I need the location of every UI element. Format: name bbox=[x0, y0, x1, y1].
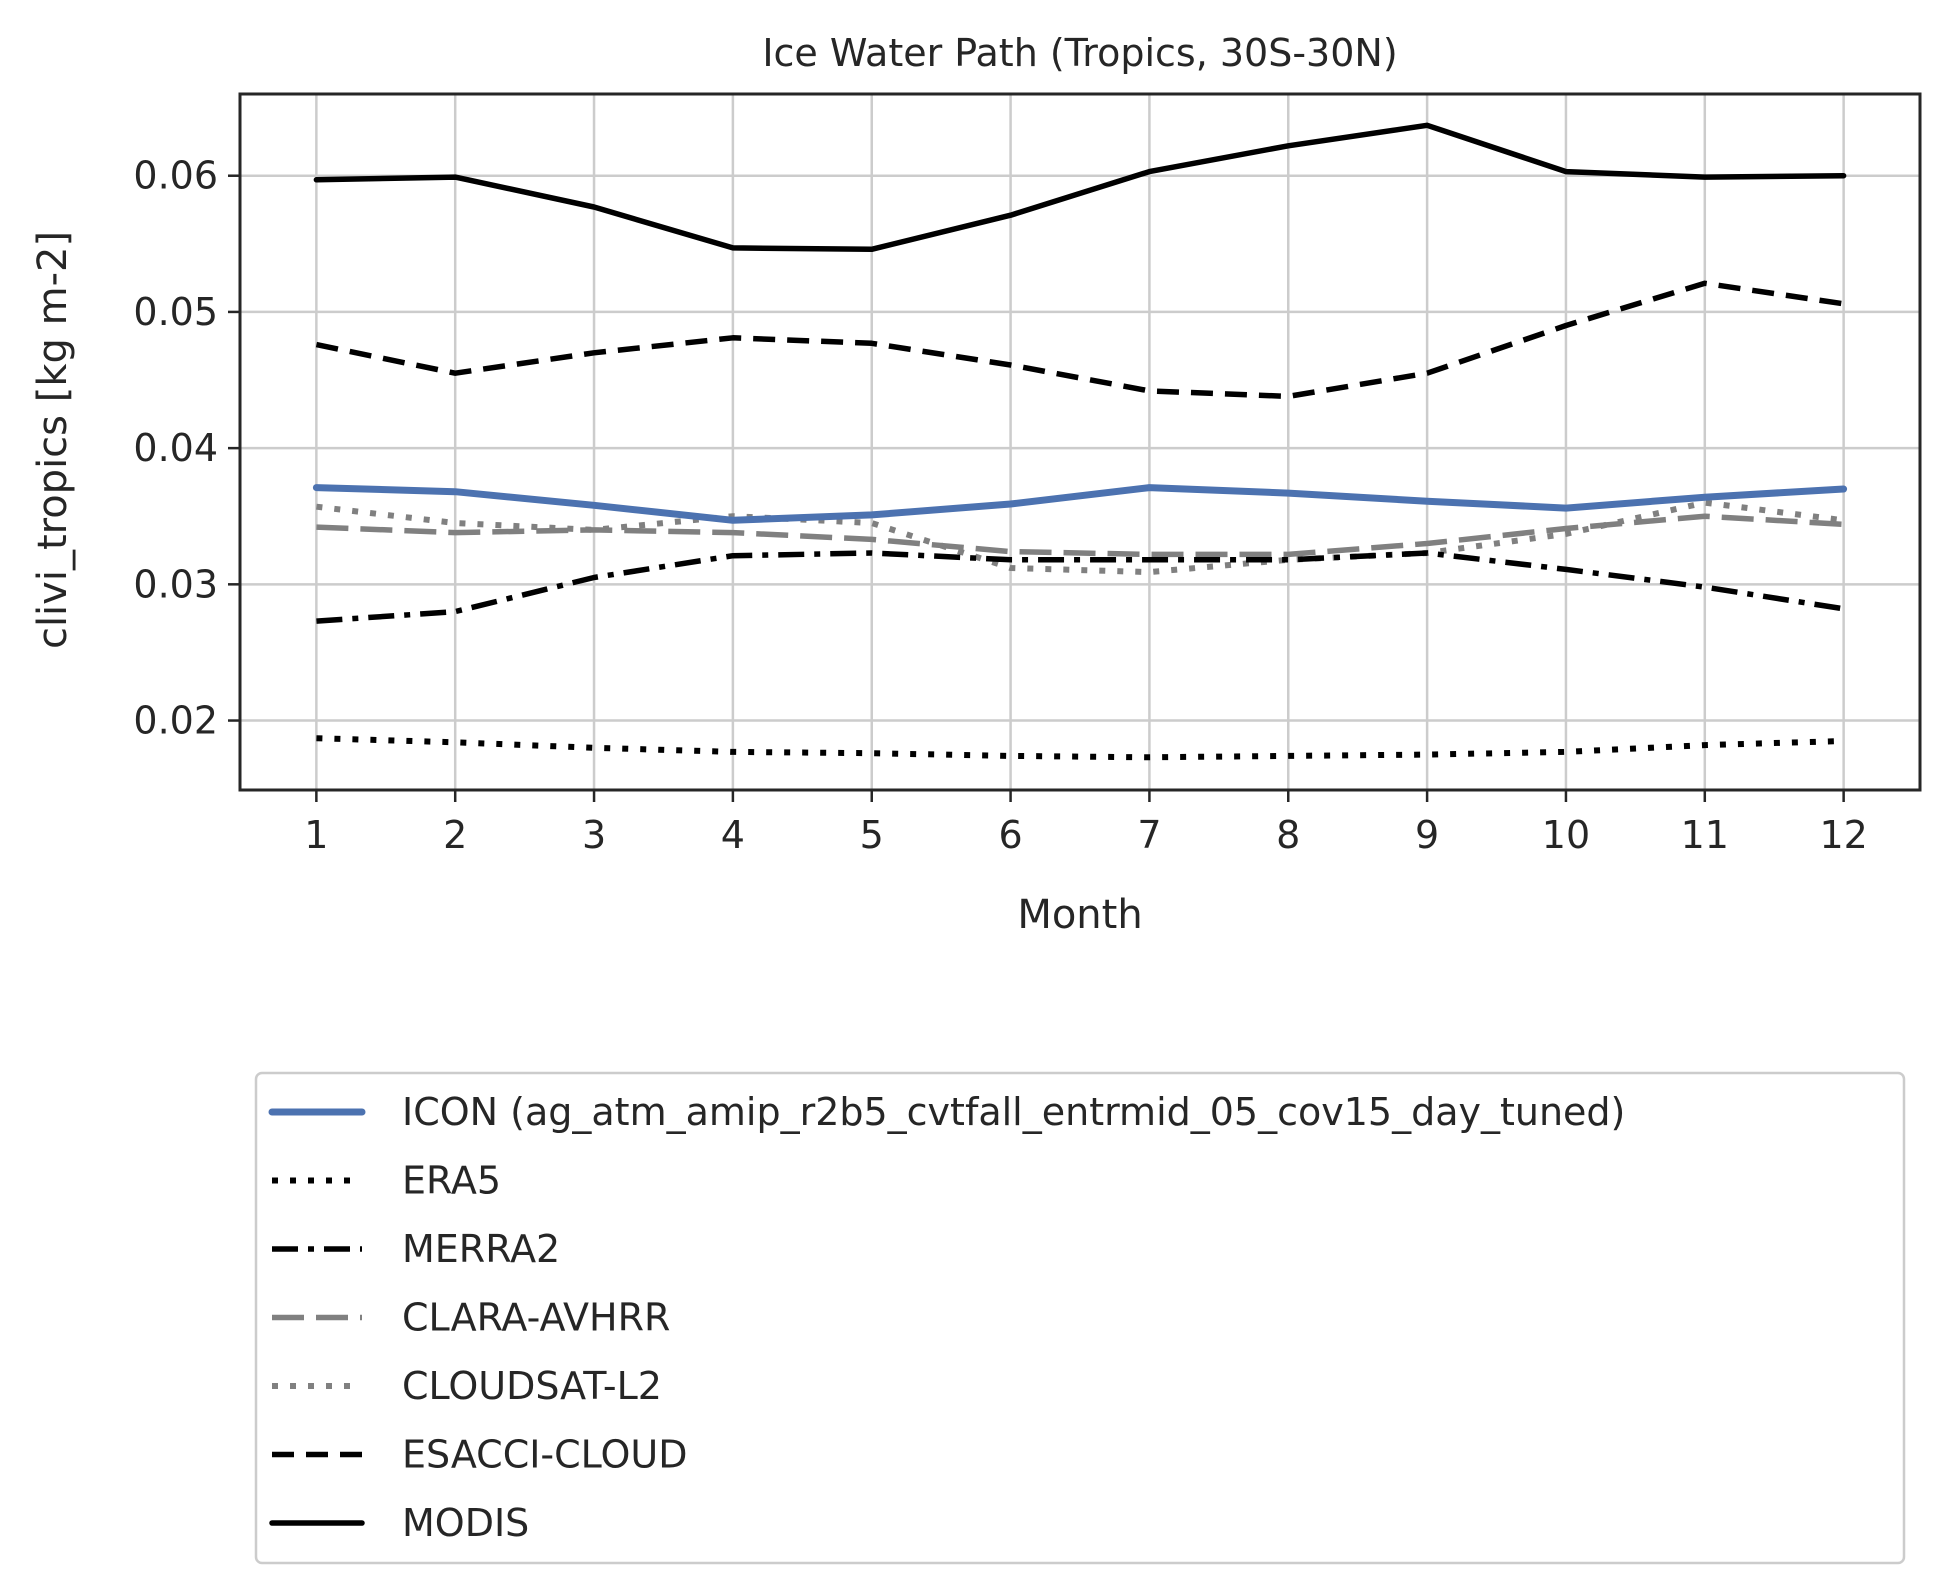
legend: ICON (ag_atm_amip_r2b5_cvtfall_entrmid_0… bbox=[254, 1071, 1906, 1565]
legend-label: CLARA-AVHRR bbox=[402, 1296, 670, 1340]
y-tick-label: 0.05 bbox=[133, 290, 218, 334]
x-axis-ticks: 1 2 3 4 5 6 7 8 9 10 11 12 bbox=[304, 790, 1868, 857]
x-tick-label: 4 bbox=[721, 813, 745, 857]
series-lines bbox=[312, 122, 1848, 761]
x-tick-label: 6 bbox=[998, 813, 1022, 857]
y-tick-label: 0.06 bbox=[133, 154, 218, 198]
chart-title: Ice Water Path (Tropics, 30S-30N) bbox=[762, 31, 1397, 75]
x-tick-label: 5 bbox=[860, 813, 884, 857]
series-line-esacci-cloud bbox=[315, 280, 1845, 400]
legend-label: MERRA2 bbox=[402, 1227, 560, 1271]
series-line-icon bbox=[312, 484, 1848, 524]
x-tick-label: 11 bbox=[1681, 813, 1729, 857]
legend-label: ERA5 bbox=[402, 1159, 501, 1203]
series-line-modis bbox=[313, 122, 1847, 253]
x-tick-label: 7 bbox=[1137, 813, 1161, 857]
legend-label: CLOUDSAT-L2 bbox=[402, 1364, 662, 1408]
x-tick-label: 1 bbox=[304, 813, 328, 857]
x-tick-label: 3 bbox=[582, 813, 606, 857]
grid-lines bbox=[240, 94, 1920, 790]
x-tick-label: 2 bbox=[443, 813, 467, 857]
plot-frame bbox=[238, 92, 1922, 792]
x-axis-label: Month bbox=[1017, 892, 1142, 938]
series-line-merra2 bbox=[316, 550, 1845, 624]
legend-label: MODIS bbox=[402, 1501, 529, 1545]
legend-label: ICON (ag_atm_amip_r2b5_cvtfall_entrmid_0… bbox=[402, 1090, 1625, 1134]
x-tick-label: 10 bbox=[1542, 813, 1590, 857]
series-line-cloudsat-l2 bbox=[316, 499, 1844, 576]
series-line-clara-avhrr bbox=[316, 513, 1844, 558]
x-tick-label: 12 bbox=[1819, 813, 1867, 857]
x-tick-label: 8 bbox=[1276, 813, 1300, 857]
y-axis-label: clivi_tropics [kg m-2] bbox=[30, 231, 76, 649]
y-axis-ticks: 0.02 0.03 0.04 0.05 0.06 bbox=[133, 154, 240, 743]
series-line-era5 bbox=[316, 735, 1844, 761]
legend-label: ESACCI-CLOUD bbox=[402, 1433, 687, 1477]
y-tick-label: 0.03 bbox=[133, 562, 218, 606]
y-tick-label: 0.02 bbox=[133, 699, 218, 743]
y-tick-label: 0.04 bbox=[133, 426, 218, 470]
x-tick-label: 9 bbox=[1415, 813, 1439, 857]
legend-box bbox=[254, 1071, 1906, 1565]
